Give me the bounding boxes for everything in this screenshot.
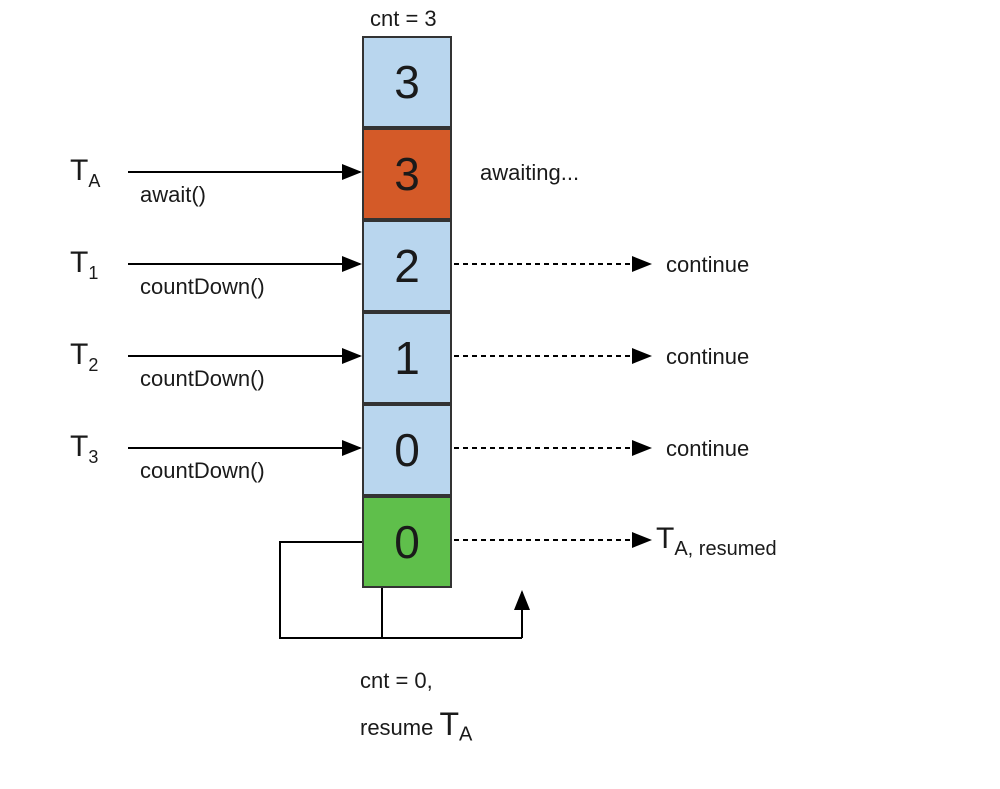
thread-main: T — [70, 338, 88, 371]
loop2-sub: A — [459, 723, 472, 745]
arrows-overlay — [0, 0, 1000, 789]
counter-cell-5: 0 — [362, 496, 452, 588]
cell-value: 3 — [394, 147, 420, 201]
counter-cell-4: 0 — [362, 404, 452, 496]
loop-label-2: resume TA — [360, 706, 472, 746]
thread-main: T — [70, 246, 88, 279]
method-label-2: countDown() — [140, 366, 265, 392]
right-label-3: continue — [666, 436, 749, 462]
title-label: cnt = 3 — [370, 6, 437, 32]
thread-label-3: T3 — [70, 430, 98, 468]
counter-cell-0: 3 — [362, 36, 452, 128]
right-label-1: continue — [666, 252, 749, 278]
loop-label-1: cnt = 0, — [360, 668, 433, 694]
thread-main: T — [70, 154, 88, 187]
thread-sub: 2 — [88, 355, 98, 375]
counter-cell-1: 3 — [362, 128, 452, 220]
right-label-2: continue — [666, 344, 749, 370]
cell-value: 3 — [394, 55, 420, 109]
cell-value: 1 — [394, 331, 420, 385]
loop2-main: T — [439, 706, 459, 742]
method-label-3: countDown() — [140, 458, 265, 484]
resumed-sub: A, resumed — [674, 538, 776, 560]
counter-cell-3: 1 — [362, 312, 452, 404]
counter-cell-2: 2 — [362, 220, 452, 312]
thread-sub: 3 — [88, 447, 98, 467]
cell-value: 0 — [394, 515, 420, 569]
method-label-0: await() — [140, 182, 206, 208]
cell-value: 0 — [394, 423, 420, 477]
loop2-pre: resume — [360, 715, 439, 740]
thread-label-2: T2 — [70, 338, 98, 376]
thread-label-A: TA — [70, 154, 100, 192]
resumed-main: T — [656, 522, 674, 555]
thread-main: T — [70, 430, 88, 463]
right-label-4: TA, resumed — [656, 522, 777, 561]
thread-sub: A — [88, 171, 100, 191]
thread-sub: 1 — [88, 263, 98, 283]
thread-label-1: T1 — [70, 246, 98, 284]
cell-value: 2 — [394, 239, 420, 293]
method-label-1: countDown() — [140, 274, 265, 300]
right-label-0: awaiting... — [480, 160, 579, 186]
